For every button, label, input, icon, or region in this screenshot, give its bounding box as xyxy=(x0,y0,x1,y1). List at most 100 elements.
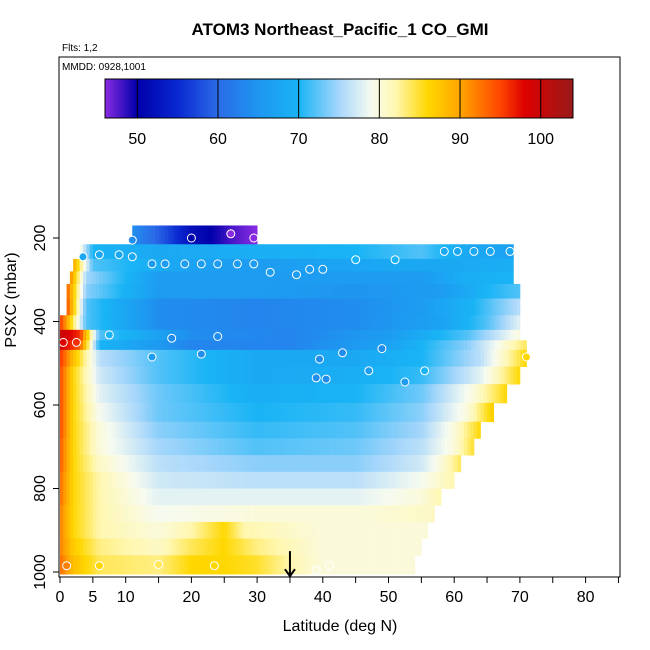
heatmap-cell xyxy=(312,555,317,575)
heatmap-cell xyxy=(237,271,242,285)
heatmap-cell xyxy=(194,244,199,260)
colorbar-segment xyxy=(282,79,286,118)
heatmap-cell xyxy=(122,258,127,272)
heatmap-cell xyxy=(60,538,64,556)
heatmap-cell xyxy=(457,298,462,316)
heatmap-cell xyxy=(339,471,343,489)
heatmap-cell xyxy=(125,421,130,439)
heatmap-cell xyxy=(227,438,232,456)
heatmap-cell xyxy=(312,283,317,299)
heatmap-cell xyxy=(247,349,251,367)
heatmap-cell xyxy=(326,421,330,439)
y-tick-label: 600 xyxy=(32,392,49,419)
heatmap-cell xyxy=(83,555,87,575)
heatmap-cell xyxy=(444,271,449,285)
heatmap-cell xyxy=(322,505,327,523)
heatmap-cell xyxy=(503,271,508,285)
heatmap-cell xyxy=(421,455,426,473)
heatmap-cell xyxy=(358,402,363,423)
heatmap-cell xyxy=(243,349,248,367)
heatmap-cell xyxy=(362,538,366,556)
heatmap-cell xyxy=(309,298,314,316)
heatmap-cell xyxy=(194,283,199,299)
heatmap-cell xyxy=(60,384,64,404)
heatmap-cell xyxy=(480,283,485,299)
heatmap-cell xyxy=(266,455,271,473)
heatmap-cell xyxy=(332,258,337,272)
heatmap-cell xyxy=(148,283,153,299)
heatmap-cell xyxy=(204,402,209,423)
heatmap-cell xyxy=(312,402,317,423)
heatmap-cell xyxy=(421,258,426,272)
heatmap-cell xyxy=(362,455,366,473)
colorbar-segment xyxy=(165,79,169,118)
heatmap-cell xyxy=(204,438,209,456)
heatmap-cell xyxy=(266,505,271,523)
heatmap-cell xyxy=(138,271,143,285)
heatmap-cell xyxy=(105,271,110,285)
colorbar-segment xyxy=(248,79,251,118)
colorbar-tick-label: 80 xyxy=(370,131,388,148)
heatmap-cell xyxy=(119,349,123,367)
heatmap-cell xyxy=(243,555,248,575)
colorbar-segment xyxy=(322,79,326,118)
heatmap-cell xyxy=(283,455,288,473)
heatmap-cell xyxy=(234,315,238,331)
heatmap-cell xyxy=(280,521,284,539)
heatmap-cell xyxy=(253,384,258,404)
heatmap-cell xyxy=(280,538,284,556)
heatmap-cell xyxy=(148,538,153,556)
heatmap-cell xyxy=(401,349,406,367)
heatmap-cell xyxy=(362,349,366,367)
colorbar-segment xyxy=(488,79,491,118)
heatmap-cell xyxy=(151,315,156,331)
heatmap-cell xyxy=(132,329,136,341)
heatmap-cell xyxy=(322,421,327,439)
heatmap-cell xyxy=(345,488,350,506)
heatmap-cell xyxy=(99,366,104,385)
heatmap-cell xyxy=(89,315,94,331)
heatmap-cell xyxy=(464,349,468,367)
heatmap-cell xyxy=(151,271,156,285)
heatmap-cell xyxy=(69,329,74,341)
heatmap-cell xyxy=(119,329,123,341)
heatmap-cell xyxy=(178,471,182,489)
heatmap-cell xyxy=(135,488,140,506)
heatmap-cell xyxy=(345,349,350,367)
heatmap-cell xyxy=(102,329,107,341)
heatmap-cell xyxy=(375,283,380,299)
heatmap-cell xyxy=(352,271,357,285)
heatmap-cell xyxy=(316,488,320,506)
heatmap-cell xyxy=(220,488,225,506)
heatmap-cell xyxy=(138,283,143,299)
colorbar-segment xyxy=(546,79,550,118)
heatmap-cell xyxy=(119,438,123,456)
heatmap-cell xyxy=(500,329,504,341)
heatmap-cell xyxy=(444,315,449,331)
heatmap-cell xyxy=(339,402,343,423)
heatmap-cell xyxy=(69,315,74,331)
colorbar-segment xyxy=(351,79,354,118)
heatmap-cell xyxy=(414,271,419,285)
heatmap-cell xyxy=(283,555,288,575)
heatmap-cell xyxy=(155,438,159,456)
colorbar-segment xyxy=(518,79,522,118)
heatmap-cell xyxy=(237,340,242,351)
heatmap-cell xyxy=(243,329,248,341)
heatmap-cell xyxy=(470,340,475,351)
heatmap-cell xyxy=(89,555,94,575)
heatmap-cell xyxy=(316,271,320,285)
heatmap-cell xyxy=(454,349,458,367)
heatmap-cell xyxy=(220,225,225,245)
heatmap-cell xyxy=(253,298,258,316)
heatmap-cell xyxy=(96,438,100,456)
heatmap-cell xyxy=(89,538,94,556)
heatmap-cell xyxy=(96,298,100,316)
colorbar-segment xyxy=(274,79,277,118)
heatmap-cell xyxy=(174,258,179,272)
heatmap-cell xyxy=(135,298,140,316)
heatmap-cell xyxy=(60,555,64,575)
heatmap-cell xyxy=(493,329,498,341)
heatmap-cell xyxy=(299,505,304,523)
heatmap-cell xyxy=(247,402,251,423)
